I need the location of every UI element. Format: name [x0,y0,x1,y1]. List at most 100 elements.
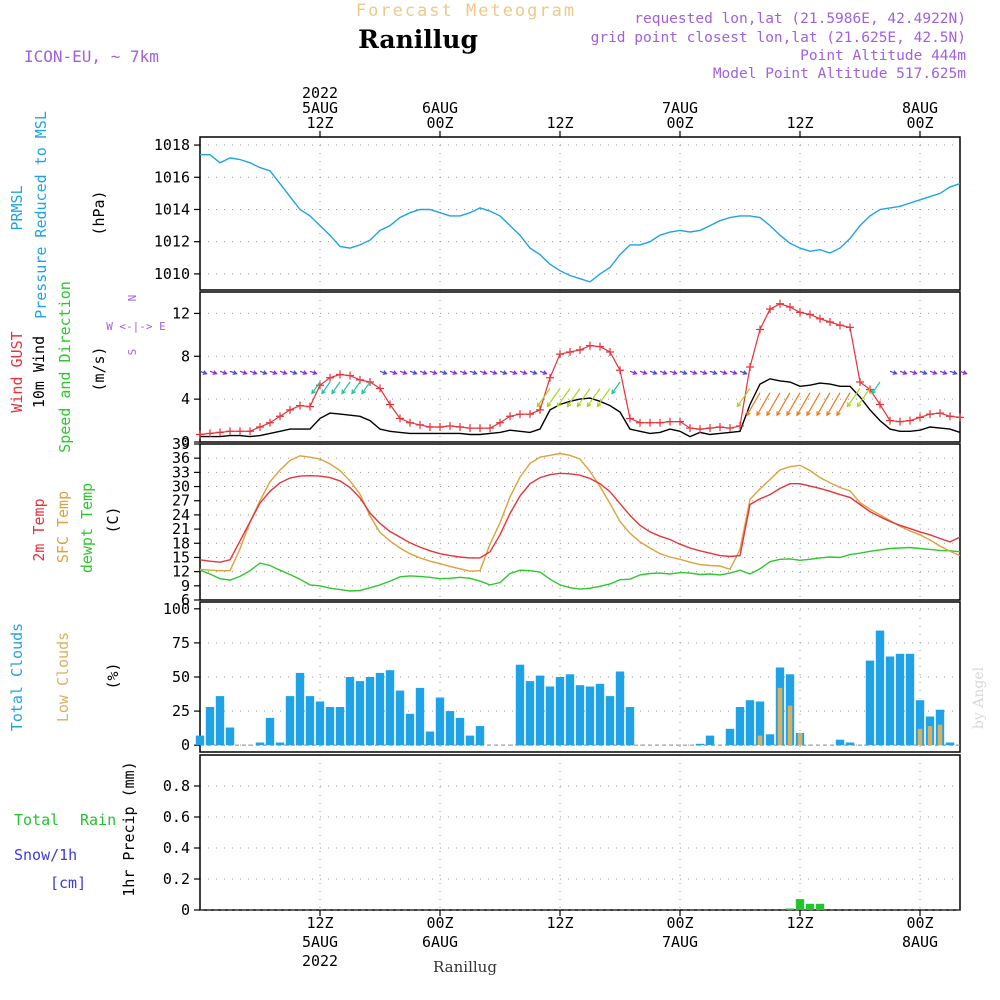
wind-arrow [816,392,831,417]
gust-marker [716,423,724,431]
wind-arrow [939,370,948,375]
wind-arrow [826,392,841,417]
wind-arrow-head [402,370,408,375]
wind-arrow-head [702,370,708,375]
total-clouds-bar [195,735,205,746]
total-clouds-bar [555,677,565,746]
wind-arrow-head [836,411,841,417]
low-clouds-bar [757,735,763,746]
gust-marker [866,385,874,394]
dewpt-label: dewpt Temp [78,483,96,573]
temp-ytick-label: 27 [172,492,190,510]
wind-arrow-head [232,370,238,375]
gust-marker [776,299,784,308]
wind10m-line [200,378,961,438]
gust-marker [466,424,474,433]
wind-arrow-shaft [746,392,761,416]
wind-arrow-head [722,370,728,375]
wind-arrow-head [442,370,448,375]
rain-label-a: Total [14,811,59,829]
location-title: Ranillug [358,25,478,54]
pressure-ytick-label: 1014 [154,200,190,218]
wind-arrow-head [472,370,478,375]
clouds-unit: (%) [104,662,122,689]
wind-arrow-head [492,370,498,375]
wind-arrow-head [542,370,548,375]
total-clouds-bar [835,739,845,746]
gust-marker [516,410,524,419]
total-clouds-bar [285,696,295,746]
total-clouds-bar [725,728,735,746]
gust-marker [816,314,824,323]
point-altitude: Point Altitude 444m [800,48,966,64]
time-label-top: 8AUG [902,99,938,117]
wind-arrow-head [361,389,366,395]
gust-marker [506,412,514,421]
total-clouds-bar [705,735,715,746]
precip-ytick-label: 0.2 [163,870,190,888]
time-label-bottom: 5AUG [302,933,338,951]
total-clouds-bar [695,743,705,746]
wind-arrow [649,370,658,375]
gust-marker [326,373,334,382]
total-clouds-bar [425,731,435,746]
time-label-top: 2022 [302,84,338,102]
gust-line [199,303,961,436]
time-label-bottom: 12Z [306,914,333,932]
wind-arrow [899,370,908,375]
temp-ytick-label: 9 [181,577,190,595]
gust-marker [376,384,384,393]
wind-arrow-head [642,370,648,375]
total-clouds-bar [545,686,555,746]
gust-marker [906,416,914,425]
wind-arrow [389,370,398,375]
wind-arrow [889,370,898,375]
wind-arrow-head [652,370,658,375]
clouds-ytick-label: 0 [181,736,190,754]
wind-arrow-shaft [546,388,561,407]
wind-arrow-head [341,389,346,395]
wind-arrow-head [586,402,592,408]
wind-arrow [586,388,601,408]
pressure-label-2: Pressure Reduced to MSL [32,111,50,319]
total-clouds-bar [885,656,895,746]
time-label-top: 00Z [426,114,453,132]
gust-marker [586,341,594,350]
total-clouds-bar [375,672,385,746]
total-clouds-bar [765,734,775,746]
wind-arrow-head [892,370,898,375]
total-clouds-bar [735,707,745,746]
wind-arrow [806,392,821,417]
wind-unit: (m/s) [90,346,108,391]
rain-label-b: Rain [80,811,116,829]
wind-arrow [836,392,851,417]
wind-arrow-shaft [341,381,351,394]
wind-arrow [519,370,528,375]
total-clouds-bar [465,735,475,746]
total-clouds-bar [515,664,525,746]
total-clouds-bar [575,685,585,746]
compass-south: S [126,349,139,356]
wind-arrow [249,370,258,375]
low-clouds-bar [787,705,793,746]
wind-arrow-head [766,411,771,417]
gust-marker [576,345,584,354]
clouds-frame [199,601,961,753]
gust-marker [196,430,204,439]
wind-arrow [379,370,388,375]
wind-arrow-head [776,411,781,417]
gust-marker [856,378,864,386]
wind-arrow [429,370,438,375]
wind-arrow-head [816,411,821,417]
t2m-label: 2m Temp [30,498,48,561]
wind-arrow-head [432,370,438,375]
gust-marker [636,418,644,427]
gust-marker [216,428,224,437]
total-clouds-bar [205,707,215,746]
wind-ytick-label: 4 [181,390,190,408]
gust-marker [736,421,744,430]
temp-ytick-label: 6 [181,591,190,609]
precip-ytick-label: 0.6 [163,808,190,826]
gust-marker [246,427,254,436]
time-label-bottom: 6AUG [422,933,458,951]
